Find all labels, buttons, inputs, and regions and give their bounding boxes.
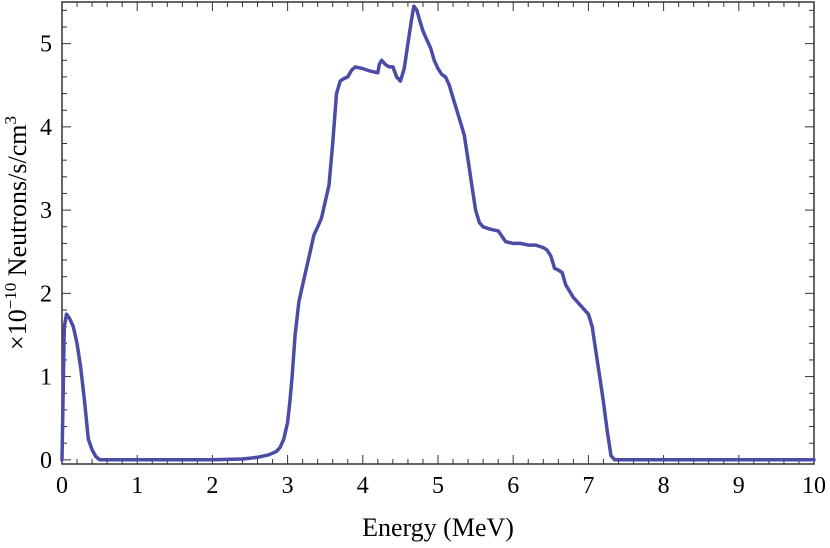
y-axis-label-exponent: −10: [1, 283, 20, 310]
x-axis-label: Energy (MeV): [362, 513, 514, 542]
x-tick-label: 0: [56, 473, 68, 499]
x-tick-label: 2: [206, 473, 218, 499]
x-tick-label: 4: [357, 473, 369, 499]
tick-labels-layer: 0 1 2 3 4 5 6 7 8 9 10 0 1 2 3 4 5: [40, 32, 826, 499]
series-line: [60, 4, 816, 462]
x-tick-label: 9: [733, 473, 745, 499]
x-tick-label: 5: [432, 473, 444, 499]
y-tick-label: 5: [40, 32, 52, 58]
x-tick-label: 1: [131, 473, 143, 499]
x-tick-label: 10: [802, 473, 826, 499]
x-tick-label: 6: [507, 473, 519, 499]
y-axis-label: ×10−10 Neutrons/s/cm3: [1, 116, 32, 350]
y-axis-label-prefix: ×10: [3, 309, 32, 350]
x-tick-label: 7: [582, 473, 594, 499]
y-tick-label: 0: [40, 448, 52, 474]
x-tick-label: 8: [658, 473, 670, 499]
x-tick-label: 3: [282, 473, 294, 499]
y-tick-label: 4: [40, 115, 52, 141]
y-axis-label-main: Neutrons/s/cm: [3, 125, 32, 283]
y-tick-label: 2: [40, 281, 52, 307]
y-axis-label-sup: 3: [1, 116, 20, 125]
y-tick-label: 3: [40, 198, 52, 224]
y-tick-label: 1: [40, 365, 52, 391]
